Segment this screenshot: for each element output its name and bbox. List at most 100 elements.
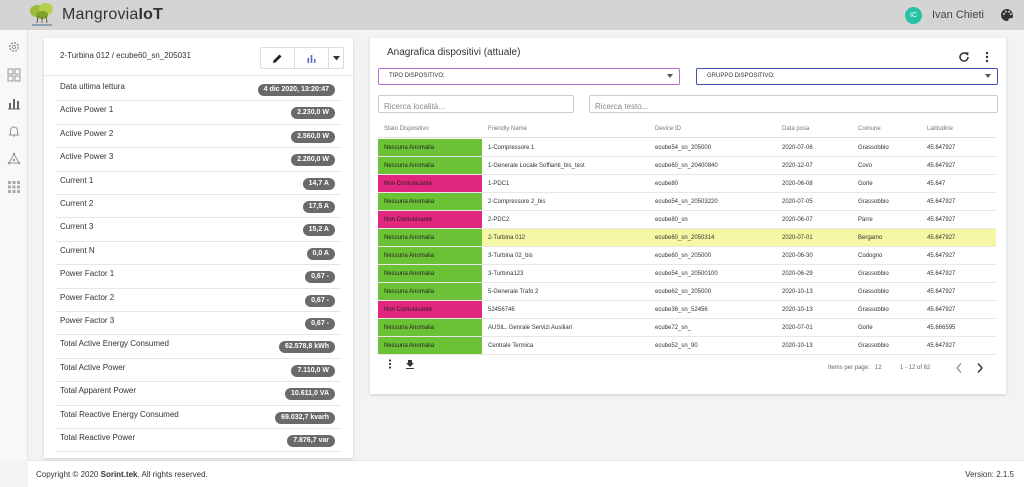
measure-row: Current N 0,0 A — [56, 242, 341, 266]
measure-row: Current 3 15,2 A — [56, 218, 341, 242]
table-row[interactable]: Nessuna Anomalia 2-Turbina 012 ecube60_sn_… — [378, 229, 996, 247]
column-header-comune[interactable]: Comune — [858, 126, 881, 132]
bar-chart-icon — [307, 54, 316, 63]
user-avatar[interactable]: IC — [905, 7, 922, 24]
table-row[interactable]: Non Comunicante 52456746 ecube36_sn_52456 2… — [378, 301, 996, 319]
measure-value-badge: 7.110,0 W — [291, 364, 335, 377]
measure-label: Total Active Power — [60, 362, 126, 372]
date-cell: 2020-10-13 — [782, 289, 813, 295]
location-search-input[interactable] — [379, 98, 573, 115]
gear-icon — [9, 42, 19, 52]
friendly-name-cell: 3-Turbina 02_bis — [488, 253, 533, 259]
refresh-icon[interactable] — [958, 51, 970, 63]
friendly-name-cell: 1-Compressore 1 — [488, 145, 535, 151]
latitude-cell: 45.647927 — [927, 217, 956, 223]
column-header-latitude[interactable]: Latitudine — [927, 126, 954, 132]
measure-label: Power Factor 3 — [60, 316, 115, 325]
friendly-name-cell: Centrale Termica — [488, 343, 534, 349]
device-measures-panel: 2-Turbina 012 / ecube60_sn_205031 Data u… — [44, 38, 353, 458]
table-options-icon[interactable] — [387, 359, 393, 369]
table-row[interactable]: Nessuna Anomalia 1-Generale Locale Soffia… — [378, 157, 996, 175]
table-row[interactable]: Nessuna Anomalia 2-Compressore 2_bis ecube… — [378, 193, 996, 211]
user-name[interactable]: Ivan Chieti — [932, 9, 984, 21]
measure-label: Current 1 — [60, 175, 94, 185]
chevron-left-icon[interactable] — [955, 362, 963, 374]
table-row[interactable]: Nessuna Anomalia Centrale Termica ecube52_… — [378, 337, 996, 355]
date-cell: 2020-07-01 — [782, 325, 813, 331]
column-header-date[interactable]: Data posa — [782, 126, 810, 132]
table-row[interactable]: Nessuna Anomalia 5-Generale Trafo 2 ecube6… — [378, 283, 996, 301]
friendly-name-cell: 5-Generale Trafo 2 — [488, 289, 539, 295]
measure-label: Power Factor 1 — [60, 269, 115, 279]
sidebar-item-alarms[interactable] — [0, 118, 28, 144]
date-cell: 2020-10-13 — [782, 343, 813, 349]
table-row[interactable]: Nessuna Anomalia AUSIL. Genrale Servizi A… — [378, 319, 996, 337]
sidebar-item-settings[interactable] — [0, 34, 28, 60]
chart-button[interactable] — [295, 48, 329, 68]
date-cell: 2020-07-01 — [782, 235, 813, 241]
measure-value-badge: 17,5 A — [302, 201, 335, 213]
comune-cell: Grassobbio — [858, 271, 889, 277]
pencil-icon — [273, 54, 282, 63]
table-row[interactable]: Nessuna Anomalia 3-Turbina 02_bis ecube60_… — [378, 247, 996, 265]
sidebar-item-network[interactable] — [0, 146, 28, 172]
comune-cell: Bergamo — [858, 235, 883, 241]
device-registry-panel: Anagrafica dispositivi (attuale) TIPO DI… — [370, 38, 1006, 394]
column-header-status[interactable]: Stato Dispositivo — [384, 126, 429, 132]
status-cell: Non Comunicante — [378, 175, 482, 192]
measures-title: 2-Turbina 012 / ecube60_sn_205031 — [60, 51, 191, 60]
measure-label: Current 3 — [60, 222, 94, 232]
registry-title: Anagrafica dispositivi (attuale) — [387, 47, 521, 58]
chevron-right-icon[interactable] — [976, 362, 984, 374]
measure-label: Active Power 1 — [60, 105, 114, 115]
measure-row: Total Apparent Power 10.611,0 VA — [56, 382, 341, 406]
measure-value-badge: 0,67 - — [305, 271, 335, 284]
palette-icon[interactable] — [1000, 8, 1014, 22]
top-bar: MangroviaIoT IC Ivan Chieti — [0, 0, 1024, 30]
measure-row: Active Power 1 2.230,0 W — [56, 101, 341, 125]
download-icon[interactable] — [405, 359, 415, 369]
sidebar-item-charts[interactable] — [0, 90, 28, 116]
status-cell: Non Comunicante — [378, 301, 482, 318]
copyright-text: Copyright © 2020 Sorint.tek. All rights … — [36, 470, 208, 479]
status-cell: Nessuna Anomalia — [378, 139, 482, 156]
status-badge: Non Comunicante — [384, 217, 433, 223]
measure-value-badge: 2.560,0 W — [291, 130, 335, 143]
date-cell: 2020-12-07 — [782, 163, 813, 169]
measure-label: Active Power 3 — [60, 152, 114, 162]
table-row[interactable]: Nessuna Anomalia 3-Turbina123 ecube54_sn_2… — [378, 265, 996, 283]
measure-label: Power Factor 2 — [60, 292, 115, 302]
caret-down-icon — [332, 55, 340, 60]
measure-label: Data ultima lettura — [60, 82, 125, 91]
device-id-cell: ecube36_sn_52456 — [655, 307, 708, 313]
table-row[interactable]: Non Comunicante 1-PDC1 ecube80 2020-06-08 Go… — [378, 175, 996, 193]
date-cell: 2020-07-06 — [782, 145, 813, 151]
text-search-input[interactable] — [590, 98, 997, 115]
more-actions-dropdown[interactable] — [329, 48, 343, 68]
measure-row: Active Power 2 2.560,0 W — [56, 125, 341, 149]
status-badge: Nessuna Anomalia — [384, 325, 435, 331]
edit-button[interactable] — [261, 48, 295, 68]
column-header-device-id[interactable]: Device ID — [655, 126, 682, 132]
device-group-select[interactable]: GRUPPO DISPOSITIVO: — [696, 68, 998, 85]
network-icon — [7, 152, 21, 165]
status-badge: Nessuna Anomalia — [384, 145, 435, 151]
table-row[interactable]: Nessuna Anomalia 1-Compressore 1 ecube54_s… — [378, 139, 996, 157]
sidebar-item-dashboard[interactable] — [0, 62, 28, 88]
status-cell: Nessuna Anomalia — [378, 247, 482, 264]
measure-value-badge: 0,67 - — [305, 318, 335, 330]
latitude-cell: 45.647927 — [927, 307, 956, 313]
status-badge: Nessuna Anomalia — [384, 271, 435, 277]
sidebar-item-apps[interactable] — [0, 174, 28, 200]
device-id-cell: ecube54_sn_20503220 — [655, 199, 718, 205]
items-per-page-select[interactable]: 12 — [875, 365, 882, 371]
more-vertical-icon[interactable] — [982, 51, 992, 63]
caret-down-icon — [667, 74, 673, 78]
device-type-select[interactable]: TIPO DISPOSITIVO: — [378, 68, 680, 85]
status-badge: Nessuna Anomalia — [384, 163, 435, 169]
latitude-cell: 45.647927 — [927, 199, 956, 205]
column-header-friendly-name[interactable]: Friendly Name — [488, 126, 528, 132]
friendly-name-cell: 2-Turbina 012 — [488, 235, 526, 241]
table-row[interactable]: Non Comunicante 2-PDC2 ecube80_sn 2020-06-0… — [378, 211, 996, 229]
status-badge: Nessuna Anomalia — [384, 199, 435, 205]
